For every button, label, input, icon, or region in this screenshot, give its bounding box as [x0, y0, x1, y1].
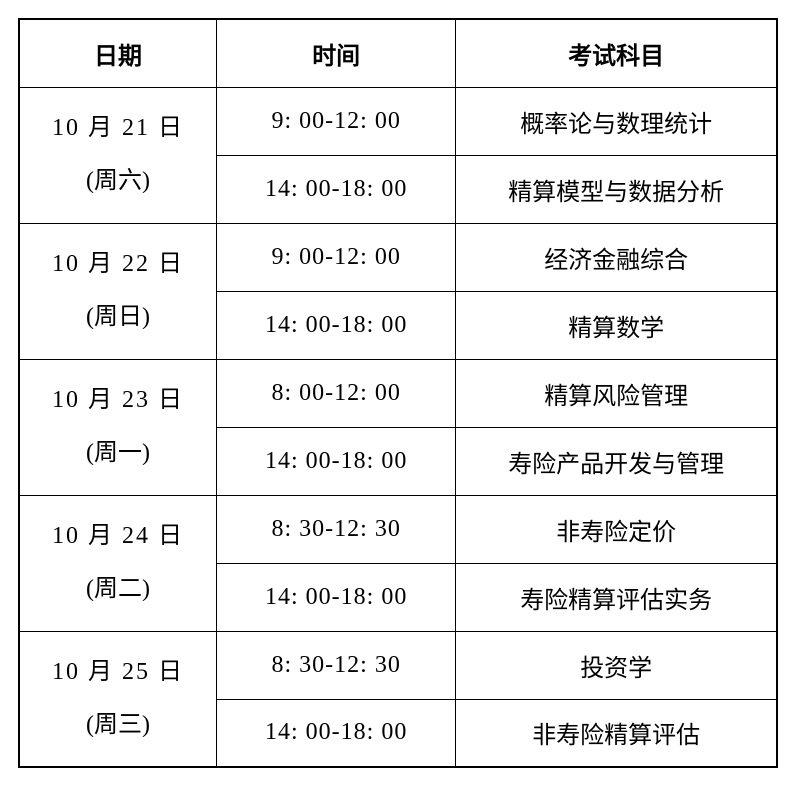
subject-cell: 经济金融综合	[456, 223, 777, 291]
date-main: 10 月 25 日	[20, 646, 216, 699]
time-cell: 14: 00-18: 00	[217, 563, 456, 631]
time-cell: 14: 00-18: 00	[217, 427, 456, 495]
date-main: 10 月 24 日	[20, 510, 216, 563]
date-cell: 10 月 21 日 (周六)	[19, 87, 217, 223]
subject-cell: 投资学	[456, 631, 777, 699]
date-main: 10 月 21 日	[20, 102, 216, 155]
time-cell: 8: 30-12: 30	[217, 495, 456, 563]
date-cell: 10 月 23 日 (周一)	[19, 359, 217, 495]
date-weekday: (周三)	[20, 699, 216, 752]
subject-cell: 精算风险管理	[456, 359, 777, 427]
table-row: 10 月 25 日 (周三) 8: 30-12: 30 投资学	[19, 631, 777, 699]
time-cell: 9: 00-12: 00	[217, 223, 456, 291]
subject-cell: 寿险产品开发与管理	[456, 427, 777, 495]
time-cell: 14: 00-18: 00	[217, 291, 456, 359]
time-cell: 8: 00-12: 00	[217, 359, 456, 427]
subject-cell: 精算模型与数据分析	[456, 155, 777, 223]
date-cell: 10 月 24 日 (周二)	[19, 495, 217, 631]
date-main: 10 月 22 日	[20, 238, 216, 291]
table-row: 10 月 22 日 (周日) 9: 00-12: 00 经济金融综合	[19, 223, 777, 291]
time-cell: 8: 30-12: 30	[217, 631, 456, 699]
subject-cell: 精算数学	[456, 291, 777, 359]
table-row: 10 月 21 日 (周六) 9: 00-12: 00 概率论与数理统计	[19, 87, 777, 155]
subject-cell: 寿险精算评估实务	[456, 563, 777, 631]
table-row: 10 月 23 日 (周一) 8: 00-12: 00 精算风险管理	[19, 359, 777, 427]
header-time: 时间	[217, 19, 456, 87]
exam-schedule-table: 日期 时间 考试科目 10 月 21 日 (周六) 9: 00-12: 00 概…	[18, 18, 778, 768]
subject-cell: 概率论与数理统计	[456, 87, 777, 155]
date-cell: 10 月 25 日 (周三)	[19, 631, 217, 767]
header-subject: 考试科目	[456, 19, 777, 87]
date-weekday: (周一)	[20, 427, 216, 480]
date-weekday: (周二)	[20, 563, 216, 616]
date-cell: 10 月 22 日 (周日)	[19, 223, 217, 359]
date-main: 10 月 23 日	[20, 374, 216, 427]
date-weekday: (周六)	[20, 155, 216, 208]
time-cell: 14: 00-18: 00	[217, 699, 456, 767]
subject-cell: 非寿险精算评估	[456, 699, 777, 767]
time-cell: 9: 00-12: 00	[217, 87, 456, 155]
header-date: 日期	[19, 19, 217, 87]
time-cell: 14: 00-18: 00	[217, 155, 456, 223]
table-header-row: 日期 时间 考试科目	[19, 19, 777, 87]
table-row: 10 月 24 日 (周二) 8: 30-12: 30 非寿险定价	[19, 495, 777, 563]
table-body: 10 月 21 日 (周六) 9: 00-12: 00 概率论与数理统计 14:…	[19, 87, 777, 767]
date-weekday: (周日)	[20, 291, 216, 344]
subject-cell: 非寿险定价	[456, 495, 777, 563]
